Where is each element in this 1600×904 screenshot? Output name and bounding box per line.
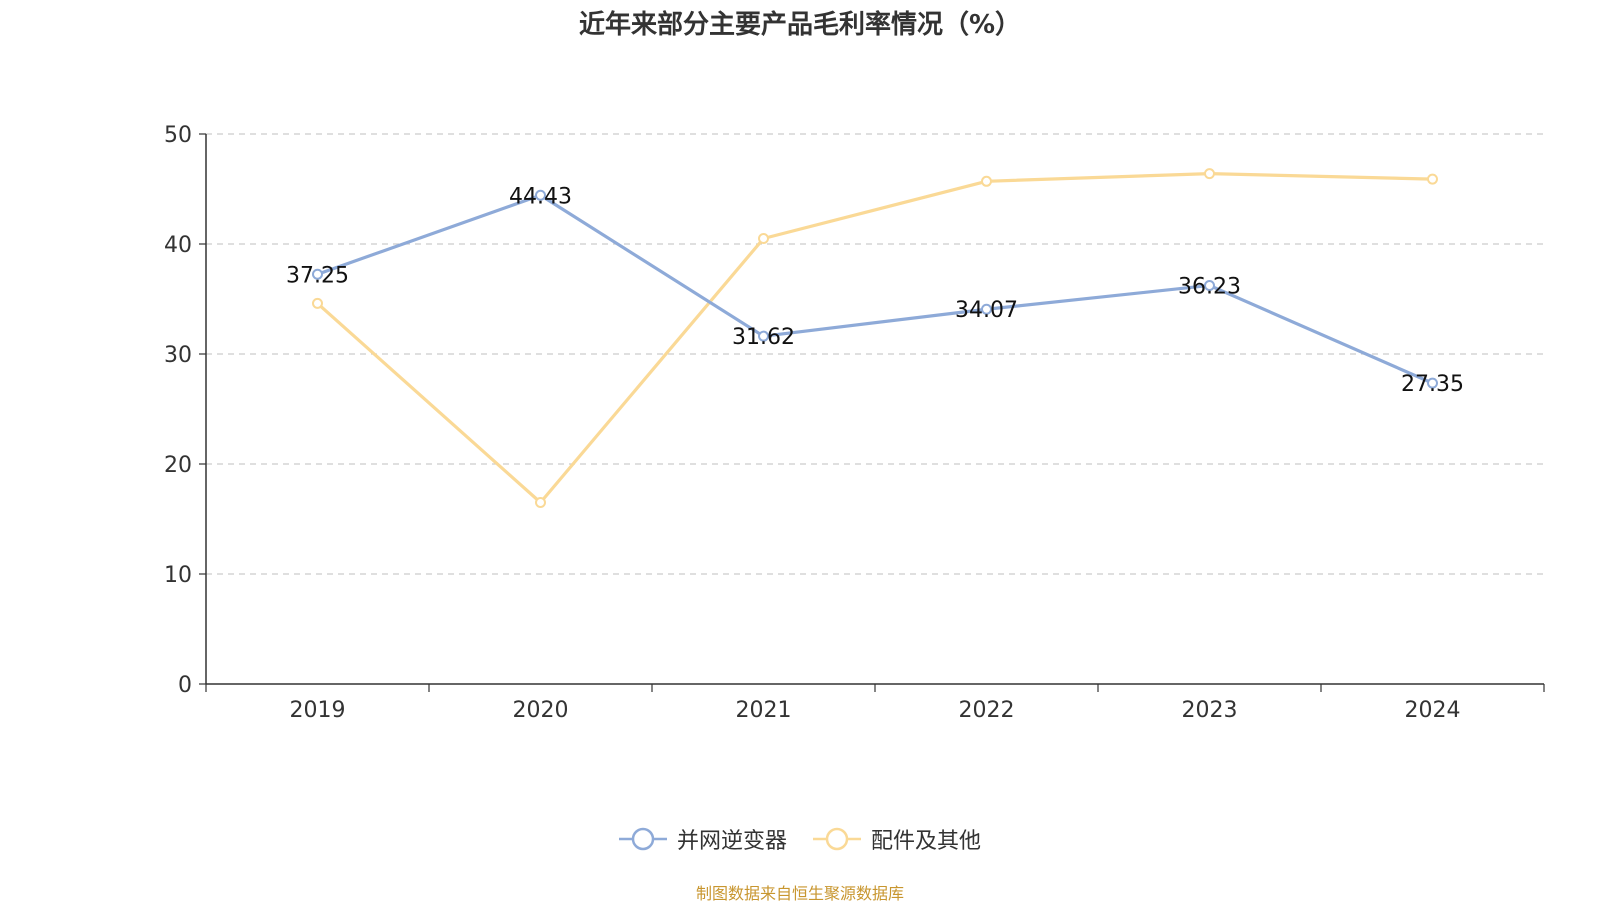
x-tick-label: 2022 [959,698,1015,723]
grid-lines [206,133,1544,575]
x-tick-label: 2024 [1405,698,1461,723]
data-labels: 37.25 44.43 31.62 34.07 36.23 27.35 [286,184,1464,397]
legend: 并网逆变器 配件及其他 [0,823,1600,855]
source-note: 制图数据来自恒生聚源数据库 [695,884,904,903]
data-point [758,330,769,342]
x-tick-label: 2020 [513,698,569,723]
data-point [535,189,546,201]
x-tick-label: 2023 [1182,698,1238,723]
y-tick-label: 0 [178,673,192,698]
data-point [1204,168,1215,180]
series-line-1 [315,172,1435,505]
legend-circle-icon [813,827,861,851]
y-tick-label: 40 [164,233,192,258]
x-tick-label: 2019 [290,698,346,723]
legend-item-accessories[interactable]: 配件及其他 [813,823,981,855]
y-tick-label: 20 [164,453,192,478]
data-point [1427,173,1438,185]
axes: 0 10 20 30 40 50 2019 2020 2021 2022 2023 2024 [164,123,1545,723]
data-point [312,268,323,280]
y-tick-label: 10 [164,563,192,588]
legend-label: 并网逆变器 [676,829,787,854]
data-label: 37.25 [286,263,349,288]
data-label: 34.07 [955,298,1018,323]
data-point [758,233,769,244]
data-point [1427,377,1438,389]
data-label: 44.43 [509,184,572,209]
x-tick-label: 2021 [736,698,792,723]
data-label: 31.62 [732,325,795,350]
data-point [981,303,992,315]
data-point [1204,279,1215,291]
legend-circle-icon [618,827,667,851]
legend-label: 配件及其他 [871,829,982,854]
series-lines [312,168,1438,508]
data-point [981,175,992,187]
y-tick-label: 30 [164,343,192,368]
data-point [535,497,546,508]
y-tick-label: 50 [164,123,192,148]
series-line-0 [315,193,1435,385]
data-point [312,297,323,309]
data-label: 36.23 [1178,274,1241,299]
legend-item-grid-inverter[interactable]: 并网逆变器 [618,823,787,855]
chart-title: 近年来部分主要产品毛利率情况（%） [578,10,1022,40]
data-label: 27.35 [1401,372,1464,397]
